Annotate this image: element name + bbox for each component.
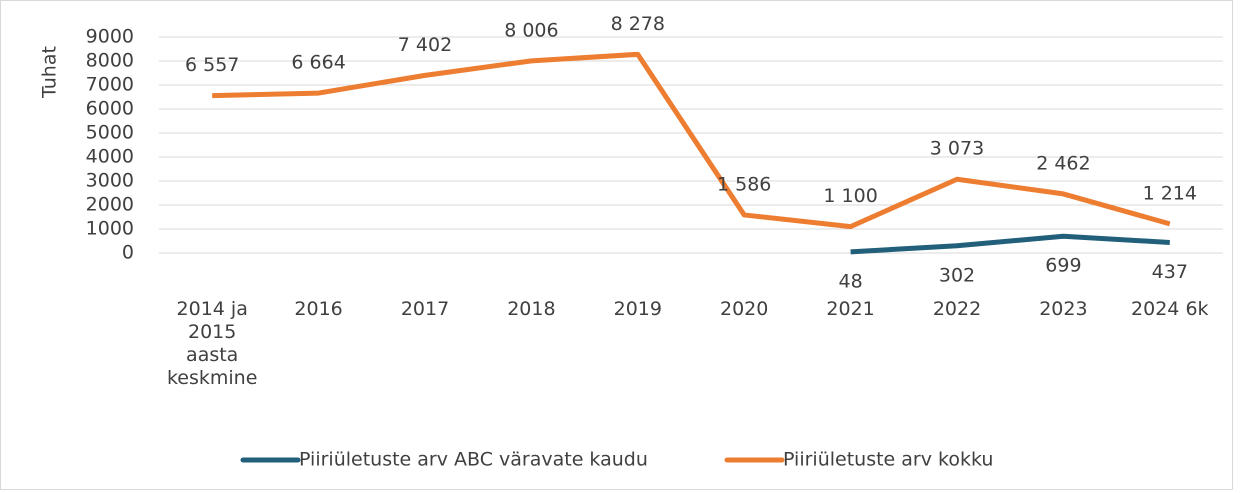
data-label: 6 557 bbox=[185, 54, 239, 76]
y-tick-label: 8000 bbox=[86, 50, 134, 72]
data-label: 2 462 bbox=[1036, 152, 1090, 174]
line-series bbox=[212, 51, 1171, 230]
x-tick-label: 2024 6k bbox=[1131, 298, 1209, 320]
x-tick-label: 2023 bbox=[1039, 298, 1088, 320]
x-tick-label: 2020 bbox=[720, 298, 769, 320]
y-tick-label: 9000 bbox=[86, 26, 134, 48]
x-tick-label: 2016 bbox=[294, 298, 343, 320]
x-tick-label: 2019 bbox=[613, 298, 662, 320]
y-tick-label: 1000 bbox=[86, 218, 134, 240]
data-label: 7 402 bbox=[398, 34, 452, 56]
data-label: 699 bbox=[1045, 255, 1081, 277]
legend-label: Piiriületuste arv ABC väravate kaudu bbox=[299, 449, 648, 471]
x-tick-label: 2021 bbox=[826, 298, 875, 320]
x-tick-label: 2014 ja 2015 aasta keskmine bbox=[166, 298, 258, 389]
y-tick-label: 6000 bbox=[86, 98, 134, 120]
y-tick-label: 5000 bbox=[86, 122, 134, 144]
x-tick-label: 2018 bbox=[507, 298, 556, 320]
y-tick-label: 2000 bbox=[86, 194, 134, 216]
y-tick-label: 4000 bbox=[86, 146, 134, 168]
legend-label: Piiriületuste arv kokku bbox=[783, 449, 993, 471]
data-label: 3 073 bbox=[930, 138, 984, 160]
y-tick-label: 0 bbox=[122, 242, 134, 264]
data-label: 6 664 bbox=[291, 52, 345, 74]
y-tick-label: 7000 bbox=[86, 74, 134, 96]
data-label: 1 214 bbox=[1143, 182, 1197, 204]
y-axis-label: Tuhat bbox=[39, 46, 61, 99]
data-label: 437 bbox=[1152, 261, 1188, 283]
x-tick-label: 2017 bbox=[400, 298, 450, 320]
line-series bbox=[850, 233, 1170, 255]
data-label: 8 278 bbox=[611, 13, 665, 35]
data-label: 302 bbox=[939, 264, 975, 286]
data-label: 48 bbox=[839, 270, 863, 292]
data-label: 1 100 bbox=[823, 185, 877, 207]
data-label: 8 006 bbox=[504, 19, 558, 41]
x-tick-label: 2022 bbox=[932, 298, 982, 320]
data-label: 1 586 bbox=[717, 173, 771, 195]
y-tick-label: 3000 bbox=[86, 170, 134, 192]
